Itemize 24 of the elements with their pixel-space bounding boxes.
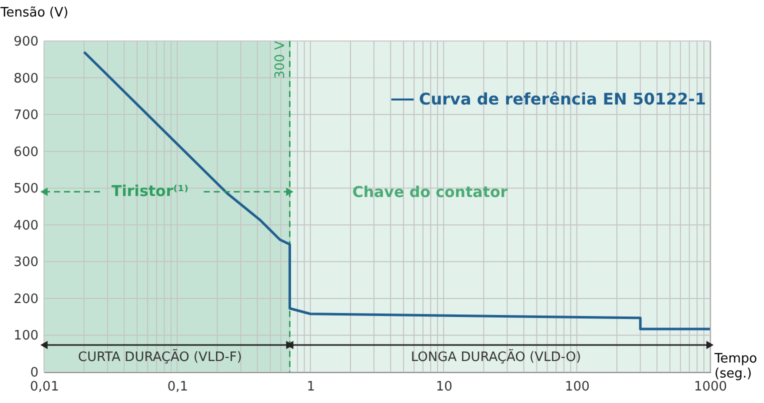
y-tick-label: 200 <box>14 292 38 307</box>
annotation: Chave do contator <box>352 183 508 201</box>
x-tick-label: 10 <box>436 380 452 394</box>
y-tick-label: 600 <box>14 144 38 160</box>
y-tick-label: 400 <box>14 218 38 234</box>
y-tick-label: 500 <box>14 182 38 197</box>
annotation: LONGA DURAÇÃO (VLD-O) <box>410 349 582 365</box>
x-tick-label: 0,01 <box>30 380 59 394</box>
ref-line-label: 300 V <box>272 40 288 79</box>
y-tick-label: 0 <box>30 366 38 380</box>
x-tick-label: 0,1 <box>167 380 188 394</box>
y-axis-title: Tensão (V) <box>0 6 68 20</box>
y-tick-label: 700 <box>14 108 38 124</box>
y-tick-label: 100 <box>14 328 38 344</box>
annotation: Tiristor⁽¹⁾ <box>112 182 188 200</box>
y-tick-label: 900 <box>14 34 38 50</box>
y-tick-label: 800 <box>14 71 38 86</box>
legend-label: Curva de referência EN 50122-1 <box>419 90 706 108</box>
x-axis-title: Tempo (seg.) <box>714 352 758 382</box>
y-tick-label: 300 <box>14 255 38 270</box>
x-tick-label: 100 <box>564 380 590 394</box>
x-tick-label: 1000 <box>694 380 728 394</box>
x-tick-label: 1 <box>306 380 316 394</box>
annotation: CURTA DURAÇÃO (VLD-F) <box>78 349 242 365</box>
